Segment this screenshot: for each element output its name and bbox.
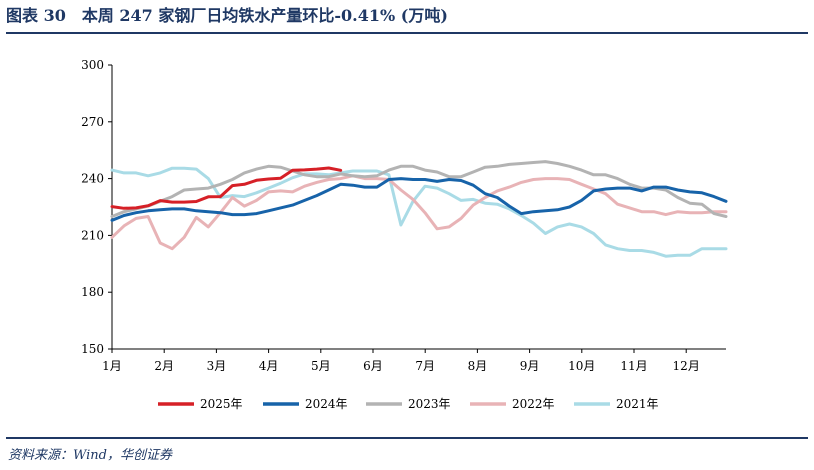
axes: 150 180 210 240 270 300 1月 2月 3月 4月 5月 6月 7月 8月 9月 10月 1…	[81, 58, 726, 373]
legend-item-2024: 2024年	[263, 397, 348, 411]
x-tick-label: 10月	[568, 359, 595, 373]
x-tick-label: 5月	[311, 359, 331, 373]
x-tick-label: 2月	[154, 359, 174, 373]
y-tick-label: 300	[81, 58, 104, 72]
series-line-2023	[110, 160, 728, 218]
source-note: 资料来源：Wind，华创证券	[8, 448, 172, 463]
y-tick-label: 180	[81, 285, 104, 299]
x-tick-label: 3月	[207, 359, 227, 373]
legend-item-2025: 2025年	[158, 397, 243, 411]
x-tick-label: 12月	[673, 359, 700, 373]
legend: 2025年 2024年 2023年 2022年 2021年	[158, 397, 659, 411]
legend-label-2024: 2024年	[305, 397, 348, 411]
x-tick-label: 11月	[620, 359, 647, 373]
figure-title: 图表 30 本周 247 家钢厂日均铁水产量环比-0.41% (万吨)	[6, 6, 448, 25]
x-tick-label: 9月	[520, 359, 540, 373]
legend-item-2023: 2023年	[366, 397, 451, 411]
legend-item-2021: 2021年	[574, 397, 659, 411]
legend-label-2021: 2021年	[616, 397, 659, 411]
x-tick-label: 1月	[102, 359, 122, 373]
series-line-2022	[110, 174, 728, 251]
y-tick-label: 210	[81, 228, 104, 242]
y-tick-label: 240	[81, 172, 104, 186]
x-tick-label: 8月	[468, 359, 488, 373]
series-line-2024	[110, 177, 728, 222]
legend-label-2025: 2025年	[200, 397, 243, 411]
plot-lines	[110, 160, 728, 258]
legend-label-2022: 2022年	[512, 397, 555, 411]
series-line-2021	[110, 166, 728, 258]
y-tick-label: 270	[81, 115, 104, 129]
x-tick-label: 7月	[415, 359, 435, 373]
title-rule	[6, 32, 808, 34]
x-tick-label: 6月	[363, 359, 383, 373]
legend-label-2023: 2023年	[408, 397, 451, 411]
legend-item-2022: 2022年	[470, 397, 555, 411]
y-tick-label: 150	[81, 342, 104, 356]
x-tick-label: 4月	[259, 359, 279, 373]
series-line-2025	[110, 166, 343, 210]
source-rule	[6, 437, 808, 439]
